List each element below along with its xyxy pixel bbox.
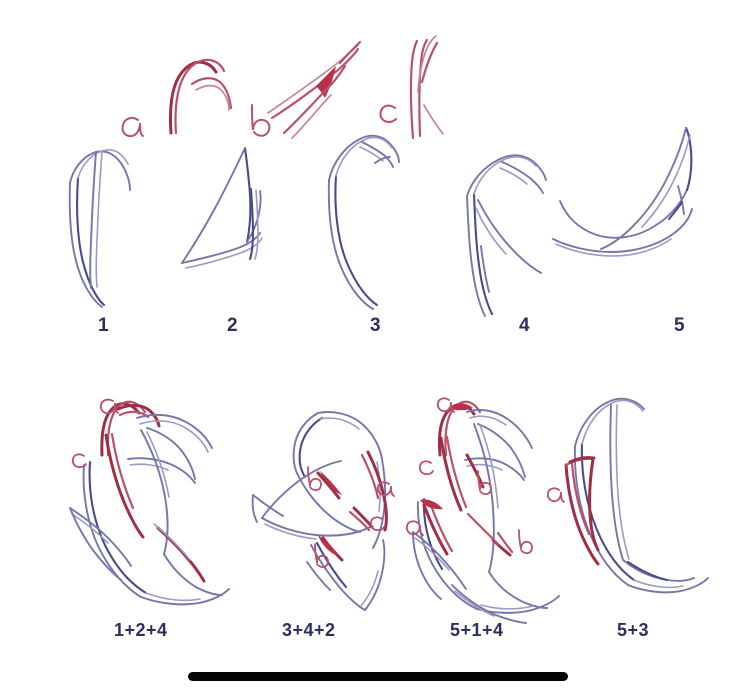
combo-label-5-1-4: 5+1+4 — [450, 620, 504, 640]
shape-3-strokes — [327, 134, 400, 310]
annotation-letter-a-combo1 — [99, 398, 119, 415]
annotation-letter-c-combo1 — [71, 453, 87, 469]
combo-5-3-strokes — [564, 397, 709, 594]
annotation-letter-c-top — [379, 104, 397, 124]
primitive-a-strokes — [168, 58, 233, 135]
shape-label-4: 4 — [519, 315, 531, 336]
combo-label-1-2-4: 1+2+4 — [114, 620, 168, 640]
annotation-letter-a-combo2 — [376, 481, 395, 497]
combo-label-3-4-2: 3+4+2 — [282, 620, 336, 640]
annotation-letter-a-combo4 — [546, 487, 565, 503]
annotation-letter-b-combo2-lower — [314, 543, 329, 569]
shape-label-2: 2 — [227, 315, 239, 336]
annotation-letter-b-combo3-lower — [518, 529, 533, 555]
annotation-letter-c-combo3 — [418, 460, 434, 476]
primitive-c-strokes — [409, 35, 444, 140]
annotation-letter-a-combo3-top — [436, 397, 455, 413]
shape-4-strokes — [466, 154, 547, 317]
annotation-letter-a-top — [121, 116, 144, 138]
shape-2-strokes — [181, 146, 263, 269]
combo-1-2-4-strokes — [69, 400, 230, 606]
shape-label-5: 5 — [674, 315, 686, 336]
primitive-b-strokes — [267, 40, 362, 139]
annotation-letter-b-combo3-upper — [477, 470, 492, 496]
home-indicator-bar[interactable] — [188, 672, 568, 681]
shape-label-1: 1 — [98, 315, 110, 336]
shape-1-strokes — [68, 148, 131, 308]
annotation-letter-a-combo3-left — [405, 520, 424, 536]
shape-5-strokes — [552, 126, 693, 257]
annotation-letter-b-top — [251, 104, 271, 137]
shape-label-3: 3 — [370, 315, 382, 336]
combo-label-5-3: 5+3 — [617, 620, 650, 640]
annotation-letter-b-combo2-upper — [307, 466, 322, 492]
annotation-letter-c-combo2 — [369, 516, 385, 532]
